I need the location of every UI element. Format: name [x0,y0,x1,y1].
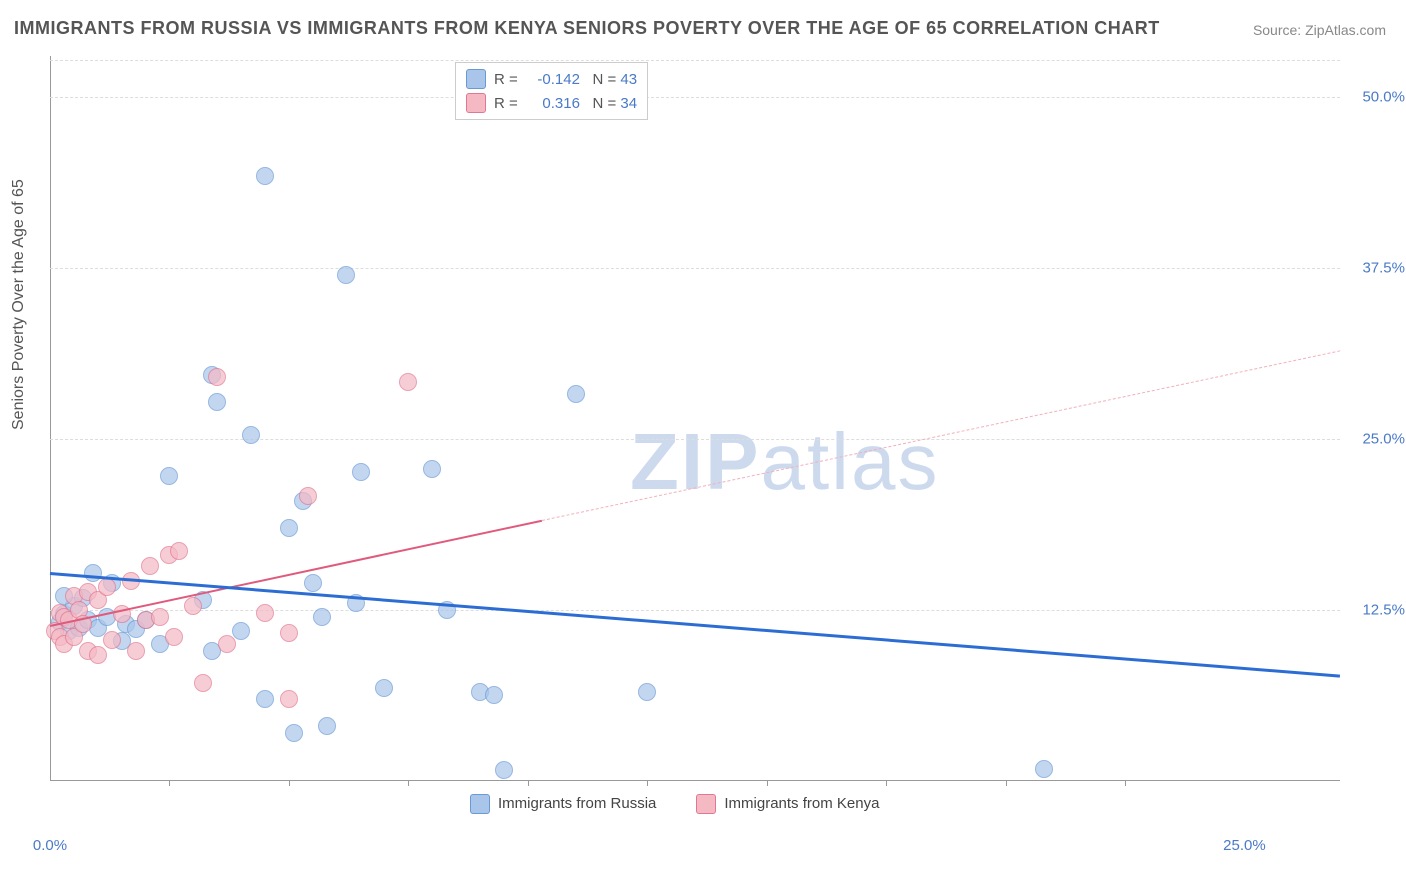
data-point [423,460,441,478]
data-point [256,167,274,185]
legend-label: Immigrants from Kenya [724,795,879,812]
legend-series: Immigrants from Russia Immigrants from Ke… [470,794,879,814]
chart-title: IMMIGRANTS FROM RUSSIA VS IMMIGRANTS FRO… [14,18,1160,39]
x-tick-mark [886,780,887,786]
data-point [194,674,212,692]
legend-text: R = 0.316 N = 34 [494,95,637,112]
data-point [256,690,274,708]
data-point [170,542,188,560]
data-point [280,690,298,708]
legend-text: R = -0.142 N = 43 [494,71,637,88]
scatter-plot: ZIPatlas 12.5%25.0%37.5%50.0%0.0%25.0%R … [50,56,1340,826]
y-tick-label: 12.5% [1362,602,1405,619]
legend-row: R = 0.316 N = 34 [466,91,637,115]
data-point [84,564,102,582]
data-point [375,679,393,697]
data-point [208,368,226,386]
grid-line [50,60,1340,61]
x-tick-mark [408,780,409,786]
data-point [318,717,336,735]
data-point [103,631,121,649]
data-point [208,393,226,411]
legend-correlation: R = -0.142 N = 43 R = 0.316 N = 34 [455,62,648,120]
data-point [151,608,169,626]
legend-swatch [466,69,486,89]
legend-swatch [696,794,716,814]
data-point [313,608,331,626]
data-point [232,622,250,640]
grid-line [50,268,1340,269]
x-tick-mark [528,780,529,786]
data-point [304,574,322,592]
grid-line [50,97,1340,98]
legend-swatch [470,794,490,814]
y-tick-label: 37.5% [1362,260,1405,277]
legend-item: Immigrants from Kenya [696,794,879,814]
data-point [89,646,107,664]
data-point [141,557,159,575]
data-point [218,635,236,653]
data-point [485,686,503,704]
grid-line [50,610,1340,611]
data-point [352,463,370,481]
x-tick-mark [1125,780,1126,786]
legend-item: Immigrants from Russia [470,794,656,814]
data-point [160,467,178,485]
y-axis [50,56,51,781]
x-axis [50,780,1340,781]
y-axis-label: Seniors Poverty Over the Age of 65 [10,179,28,430]
legend-row: R = -0.142 N = 43 [466,67,637,91]
x-tick-mark [647,780,648,786]
y-tick-label: 25.0% [1362,431,1405,448]
data-point [98,578,116,596]
data-point [280,519,298,537]
data-point [638,683,656,701]
source-label: Source: ZipAtlas.com [1253,22,1386,38]
data-point [495,761,513,779]
data-point [242,426,260,444]
legend-label: Immigrants from Russia [498,795,656,812]
data-point [399,373,417,391]
data-point [256,604,274,622]
trend-line [542,350,1340,521]
data-point [567,385,585,403]
watermark: ZIPatlas [630,416,939,508]
x-tick-mark [767,780,768,786]
x-tick-mark [1006,780,1007,786]
data-point [337,266,355,284]
data-point [165,628,183,646]
data-point [280,624,298,642]
x-tick-label: 0.0% [33,837,67,854]
legend-swatch [466,93,486,113]
data-point [127,642,145,660]
x-tick-mark [169,780,170,786]
x-tick-mark [289,780,290,786]
y-tick-label: 50.0% [1362,89,1405,106]
data-point [184,597,202,615]
data-point [299,487,317,505]
x-tick-label: 25.0% [1223,837,1266,854]
data-point [285,724,303,742]
data-point [1035,760,1053,778]
